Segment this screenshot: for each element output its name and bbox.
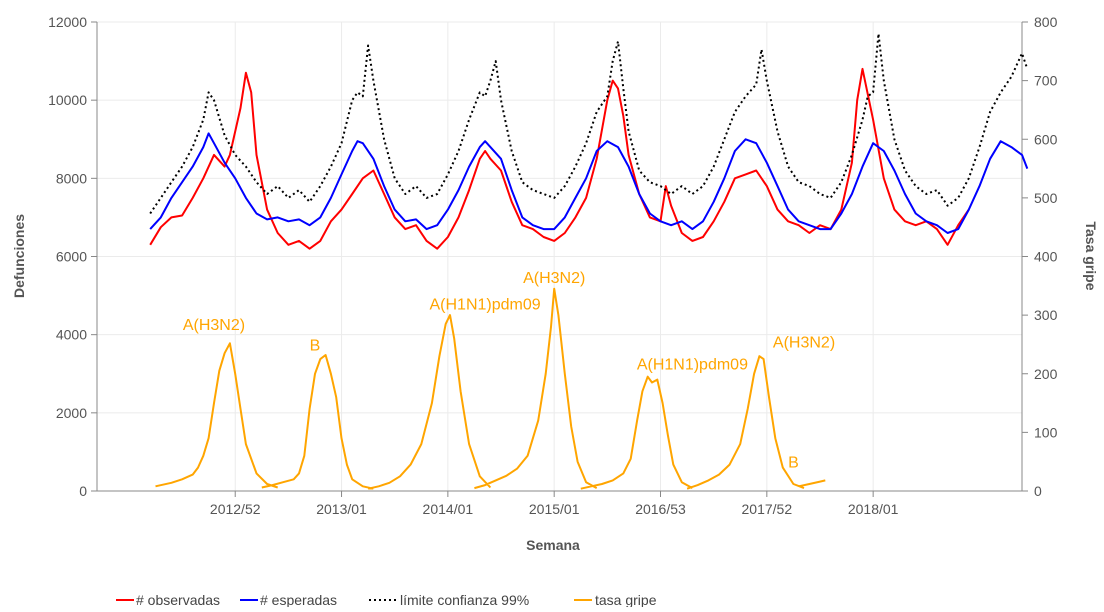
flu-strain-annotation: A(H3N2) — [523, 270, 585, 287]
right-tick-label: 500 — [1034, 190, 1058, 206]
right-axis-ticks: 0 100 200 300 400 500 600 700 800 — [1021, 14, 1058, 499]
flu-strain-annotation: A(H1N1)pdm09 — [637, 357, 748, 374]
series-layer — [149, 32, 1029, 490]
right-tick-label: 200 — [1034, 366, 1058, 382]
series-line-observadas — [149, 67, 970, 250]
x-axis-ticks: 2012/52 2013/01 2014/01 2015/01 2016/53 2017/… — [97, 490, 1022, 517]
legend: # observadas # esperadas límite confianz… — [116, 592, 657, 608]
legend-item-limite[interactable]: límite confianza 99% — [369, 592, 529, 608]
legend-label-limite: límite confianza 99% — [400, 592, 529, 607]
right-tick-label: 700 — [1034, 73, 1058, 89]
legend-label-tasa-gripe: tasa gripe — [595, 592, 657, 607]
left-tick-label: 2000 — [56, 405, 87, 421]
legend-item-esperadas[interactable]: # esperadas — [240, 592, 337, 608]
legend-item-observadas[interactable]: # observadas — [116, 592, 220, 608]
right-axis-title: Tasa gripe — [1083, 222, 1099, 291]
flu-strain-annotation: A(H1N1)pdm09 — [429, 296, 540, 313]
legend-label-observadas: # observadas — [136, 592, 220, 607]
left-tick-label: 0 — [79, 483, 87, 499]
x-tick-label: 2013/01 — [316, 501, 367, 517]
left-axis-ticks: 0 2000 4000 6000 8000 10000 12000 — [48, 14, 98, 499]
right-tick-label: 100 — [1034, 424, 1058, 440]
series-line-l-mite-confianza-99 — [149, 32, 1029, 215]
right-tick-label: 600 — [1034, 131, 1058, 147]
grid-lines — [97, 21, 1022, 492]
series-line-esperadas — [149, 132, 1029, 234]
annotation-layer: A(H3N2) B A(H1N1)pdm09 A(H3N2) A(H1N1)pdm09 A… — [183, 270, 835, 472]
flu-strain-annotation: B — [310, 337, 321, 354]
right-tick-label: 0 — [1034, 483, 1042, 499]
right-tick-label: 300 — [1034, 307, 1058, 323]
x-tick-label: 2017/52 — [742, 501, 793, 517]
flu-strain-annotation: A(H3N2) — [183, 317, 245, 334]
x-axis-title: Semana — [526, 537, 580, 553]
x-tick-label: 2016/53 — [635, 501, 686, 517]
x-tick-label: 2014/01 — [423, 501, 474, 517]
left-tick-label: 6000 — [56, 249, 87, 265]
legend-item-tasa-gripe[interactable]: tasa gripe — [574, 592, 657, 608]
legend-label-esperadas: # esperadas — [260, 592, 337, 607]
series-line-tasa-gripe — [155, 287, 826, 490]
x-tick-label: 2015/01 — [529, 501, 580, 517]
left-tick-label: 12000 — [48, 14, 87, 30]
right-tick-label: 400 — [1034, 249, 1058, 265]
left-tick-label: 4000 — [56, 327, 87, 343]
x-tick-label: 2018/01 — [848, 501, 899, 517]
left-axis-title: Defunciones — [11, 214, 27, 298]
flu-strain-annotation: A(H3N2) — [773, 334, 835, 351]
left-tick-label: 8000 — [56, 170, 87, 186]
x-tick-label: 2012/52 — [210, 501, 261, 517]
flu-strain-annotation: B — [788, 455, 799, 472]
left-tick-label: 10000 — [48, 92, 87, 108]
right-tick-label: 800 — [1034, 14, 1058, 30]
